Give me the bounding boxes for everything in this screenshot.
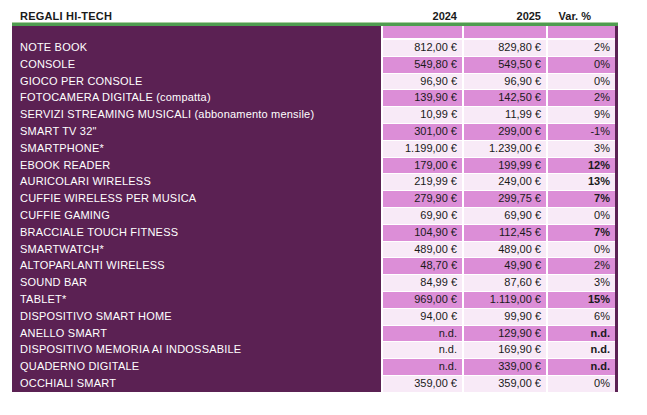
cell-2024: 549,80 € xyxy=(381,57,462,74)
cell-2025: 99,90 € xyxy=(462,309,546,326)
price-table: REGALI HI-TECH 2024 2025 Var. % NOTE BOO… xyxy=(12,5,618,392)
cell-2025: 489,00 € xyxy=(462,242,546,259)
cell-2024: 84,99 € xyxy=(381,275,462,292)
cell-2025: 249,00 € xyxy=(462,174,546,191)
cell-2025: 359,00 € xyxy=(462,376,546,392)
row-label: CONSOLE xyxy=(12,57,381,74)
row-label: GIOCO PER CONSOLE xyxy=(12,74,381,91)
cell-var: 9% xyxy=(546,107,615,124)
table-header: REGALI HI-TECH 2024 2025 Var. % xyxy=(12,5,618,22)
row-label: EBOOK READER xyxy=(12,158,381,175)
row-label: SMARTWATCH* xyxy=(12,242,381,259)
cell-2024: 10,99 € xyxy=(381,107,462,124)
row-label: QUADERNO DIGITALE xyxy=(12,359,381,376)
cell-2024: 489,00 € xyxy=(381,242,462,259)
cell-var: n.d. xyxy=(546,342,615,359)
cell-2024: n.d. xyxy=(381,326,462,343)
cell-var: 0% xyxy=(546,74,615,91)
cell-2025: 299,00 € xyxy=(462,124,546,141)
cell-2024: 179,00 € xyxy=(381,158,462,175)
cell-2025: 49,90 € xyxy=(462,258,546,275)
row-label: SERVIZI STREAMING MUSICALI (abbonamento … xyxy=(12,107,381,124)
cell-2025: 69,90 € xyxy=(462,208,546,225)
cell-var: 12% xyxy=(546,158,615,175)
cell-2025: 549,50 € xyxy=(462,57,546,74)
column-header-2024: 2024 xyxy=(381,10,462,22)
row-label: CUFFIE WIRELESS PER MUSICA xyxy=(12,191,381,208)
cell-var: 3% xyxy=(546,141,615,158)
cell-2025: 142,50 € xyxy=(462,90,546,107)
cell-2024: 1.199,00 € xyxy=(381,141,462,158)
row-label: OCCHIALI SMART xyxy=(12,376,381,392)
row-label: ALTOPARLANTI WIRELESS xyxy=(12,258,381,275)
cell-var: 2% xyxy=(546,90,615,107)
row-label: TABLET* xyxy=(12,292,381,309)
cell-2024: 219,99 € xyxy=(381,174,462,191)
cell-2024: 279,90 € xyxy=(381,191,462,208)
spacer-cell xyxy=(381,26,462,40)
row-label: DISPOSITIVO SMART HOME xyxy=(12,309,381,326)
row-label: NOTE BOOK xyxy=(12,40,381,57)
cell-var: 15% xyxy=(546,292,615,309)
row-label: SMART TV 32" xyxy=(12,124,381,141)
cell-var: 0% xyxy=(546,242,615,259)
cell-var: n.d. xyxy=(546,359,615,376)
row-label: SOUND BAR xyxy=(12,275,381,292)
cell-2024: 48,70 € xyxy=(381,258,462,275)
cell-2025: 339,00 € xyxy=(462,359,546,376)
cell-2024: 139,90 € xyxy=(381,90,462,107)
cell-2024: 96,90 € xyxy=(381,74,462,91)
row-label: FOTOCAMERA DIGITALE (compatta) xyxy=(12,90,381,107)
cell-var: 0% xyxy=(546,57,615,74)
cell-var: 6% xyxy=(546,309,615,326)
column-header-var: Var. % xyxy=(546,10,615,22)
cell-2024: n.d. xyxy=(381,359,462,376)
cell-2025: 1.239,00 € xyxy=(462,141,546,158)
cell-var: 0% xyxy=(546,208,615,225)
cell-2024: 812,00 € xyxy=(381,40,462,57)
cell-2025: 129,90 € xyxy=(462,326,546,343)
cell-2025: 299,75 € xyxy=(462,191,546,208)
cell-2024: 104,90 € xyxy=(381,225,462,242)
cell-var: 2% xyxy=(546,40,615,57)
row-label: ANELLO SMART xyxy=(12,326,381,343)
row-label: AURICOLARI WIRELESS xyxy=(12,174,381,191)
cell-2025: 87,60 € xyxy=(462,275,546,292)
cell-2025: 1.119,00 € xyxy=(462,292,546,309)
cell-var: 3% xyxy=(546,275,615,292)
cell-2024: 69,90 € xyxy=(381,208,462,225)
cell-2025: 199,99 € xyxy=(462,158,546,175)
page: REGALI HI-TECH 2024 2025 Var. % NOTE BOO… xyxy=(0,0,647,415)
row-label: BRACCIALE TOUCH FITNESS xyxy=(12,225,381,242)
table-body: NOTE BOOK812,00 €829,80 €2%CONSOLE549,80… xyxy=(12,26,618,392)
column-header-2025: 2025 xyxy=(462,10,546,22)
cell-2025: 96,90 € xyxy=(462,74,546,91)
table-title: REGALI HI-TECH xyxy=(12,10,381,22)
cell-var: 2% xyxy=(546,258,615,275)
cell-var: 7% xyxy=(546,225,615,242)
cell-var: 13% xyxy=(546,174,615,191)
spacer-cell xyxy=(462,26,546,40)
cell-2025: 169,90 € xyxy=(462,342,546,359)
cell-2025: 11,99 € xyxy=(462,107,546,124)
cell-var: 7% xyxy=(546,191,615,208)
cell-2024: 359,00 € xyxy=(381,376,462,392)
cell-2025: 112,45 € xyxy=(462,225,546,242)
cell-var: n.d. xyxy=(546,326,615,343)
row-label: DISPOSITIVO MEMORIA AI INDOSSABILE xyxy=(12,342,381,359)
row-label: SMARTPHONE* xyxy=(12,141,381,158)
cell-2024: 969,00 € xyxy=(381,292,462,309)
cell-var: 0% xyxy=(546,376,615,392)
cell-2024: 94,00 € xyxy=(381,309,462,326)
row-label: CUFFIE GAMING xyxy=(12,208,381,225)
cell-2024: 301,00 € xyxy=(381,124,462,141)
spacer-cell xyxy=(546,26,615,40)
cell-var: -1% xyxy=(546,124,615,141)
cell-2025: 829,80 € xyxy=(462,40,546,57)
cell-2024: n.d. xyxy=(381,342,462,359)
spacer-cell xyxy=(12,26,381,40)
